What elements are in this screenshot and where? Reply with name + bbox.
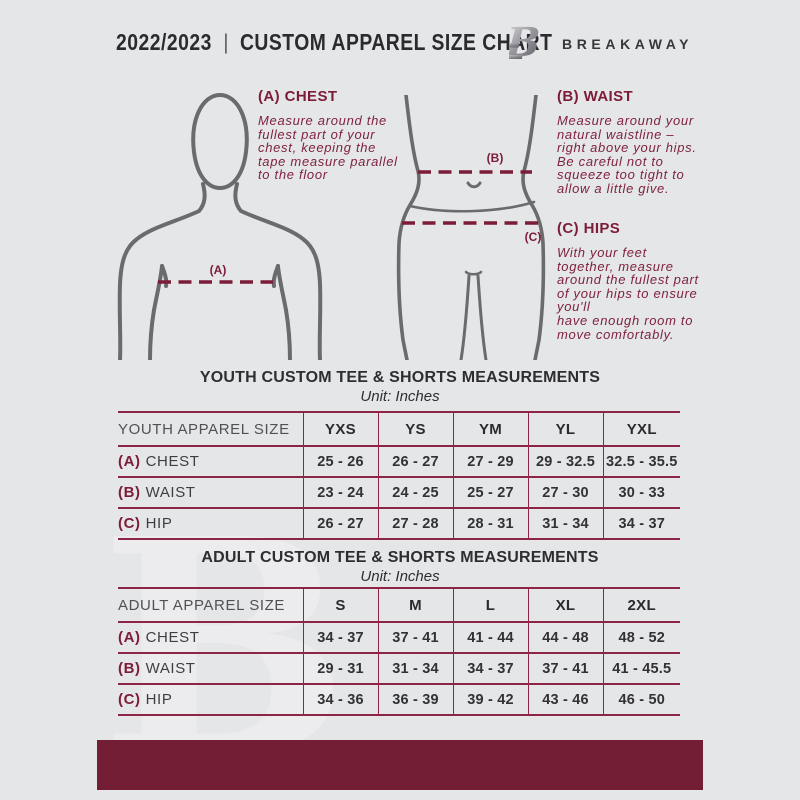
waist-guide-heading: (B) WAIST xyxy=(557,88,634,105)
adult-section-unit: Unit: Inches xyxy=(360,568,440,585)
table-row: (C) HIP 26 - 27 27 - 28 28 - 31 31 - 34 34 - 3… xyxy=(118,508,680,539)
row-marker: (A) xyxy=(118,453,141,470)
measurement-range-cell: 36 - 39 xyxy=(377,684,453,715)
size-label: M xyxy=(377,588,453,622)
chest-guide-heading: (A) CHEST xyxy=(258,88,338,105)
size-label: YL xyxy=(527,412,603,446)
hip-marker-label: (C) xyxy=(524,230,542,244)
hips-guide-text: With your feet together, measure around … xyxy=(557,245,699,342)
measurement-range-cell: 26 - 27 xyxy=(377,446,453,477)
waist-guide-text: Measure around your natural waistline – … xyxy=(557,113,697,196)
measurement-row-label: (C) HIP xyxy=(118,515,173,532)
page-title: CUSTOM APPAREL SIZE CHART xyxy=(239,29,553,55)
youth-size-table: YOUTH APPAREL SIZE YXS YS YM YL YXL (A) CHEST 25… xyxy=(118,411,680,540)
youth-section-title: YOUTH CUSTOM TEE & SHORTS MEASUREMENTS xyxy=(199,369,601,386)
youth-section-unit: Unit: Inches xyxy=(360,388,440,405)
size-label: 2XL xyxy=(602,588,680,622)
brand-logo-icon: B xyxy=(509,19,546,64)
brand-name: BREAKAWAY xyxy=(562,36,694,52)
measurement-range-cell: 43 - 46 xyxy=(527,684,603,715)
measurement-range-cell: 41 - 44 xyxy=(452,622,528,653)
measurement-range-cell: 25 - 26 xyxy=(302,446,378,477)
measurement-row-label: (A) CHEST xyxy=(118,629,200,646)
adult-section-title: ADULT CUSTOM TEE & SHORTS MEASUREMENTS xyxy=(201,549,599,566)
row-marker: (A) xyxy=(118,629,141,646)
measurement-range-cell: 34 - 37 xyxy=(452,653,528,684)
measurement-range-cell: 32.5 - 35.5 xyxy=(602,446,680,477)
table-row: (A) CHEST 25 - 26 26 - 27 27 - 29 29 - 32.5 32… xyxy=(118,446,680,477)
chest-guide-text: Measure around the fullest part of your … xyxy=(258,113,398,183)
hips-guide-heading: (C) HIPS xyxy=(557,220,621,237)
size-label: YXL xyxy=(602,412,680,446)
season-label: 2022/2023 xyxy=(116,29,212,55)
size-column-header: ADULT APPAREL SIZE xyxy=(118,596,285,614)
measurement-range-cell: 41 - 45.5 xyxy=(602,653,680,684)
measurement-range-cell: 29 - 32.5 xyxy=(527,446,603,477)
measurement-range-cell: 37 - 41 xyxy=(377,622,453,653)
size-label: L xyxy=(452,588,528,622)
waist-hip-figure-illustration xyxy=(396,95,546,360)
measurement-row-label: (B) WAIST xyxy=(118,660,196,677)
size-column-header: YOUTH APPAREL SIZE xyxy=(118,420,290,438)
size-label: XL xyxy=(527,588,603,622)
measurement-range-cell: 27 - 29 xyxy=(452,446,528,477)
header-separator: | xyxy=(223,30,229,54)
waist-guide-block: (B) WAIST Measure around your natural wa… xyxy=(557,88,757,196)
measurement-range-cell: 30 - 33 xyxy=(602,477,680,508)
size-label: S xyxy=(302,588,378,622)
waist-marker-label: (B) xyxy=(486,151,504,165)
page-header: 2022/2023 | CUSTOM APPAREL SIZE CHART xyxy=(116,29,552,56)
chest-guide-block: (A) CHEST Measure around the fullest par… xyxy=(258,88,448,182)
size-label: YXS xyxy=(302,412,378,446)
measurement-range-cell: 25 - 27 xyxy=(452,477,528,508)
footer-accent-bar xyxy=(97,740,703,790)
measurement-range-cell: 37 - 41 xyxy=(527,653,603,684)
row-marker: (B) xyxy=(118,484,141,501)
chest-figure-illustration xyxy=(117,92,323,360)
measurement-row-label: (B) WAIST xyxy=(118,484,196,501)
measurement-range-cell: 44 - 48 xyxy=(527,622,603,653)
measurement-range-cell: 31 - 34 xyxy=(527,508,603,539)
size-label: YS xyxy=(377,412,453,446)
table-row: (B) WAIST 29 - 31 31 - 34 34 - 37 37 - 41 41 -… xyxy=(118,653,680,684)
row-marker: (C) xyxy=(118,515,141,532)
measurement-range-cell: 23 - 24 xyxy=(302,477,378,508)
measurement-row-label: (C) HIP xyxy=(118,691,173,708)
measurement-range-cell: 46 - 50 xyxy=(602,684,680,715)
row-marker: (C) xyxy=(118,691,141,708)
measurement-range-cell: 39 - 42 xyxy=(452,684,528,715)
measurement-range-cell: 27 - 30 xyxy=(527,477,603,508)
brand-logo-group: B BREAKAWAY xyxy=(509,18,693,64)
table-row: (C) HIP 34 - 36 36 - 39 39 - 42 43 - 46 46 - 5… xyxy=(118,684,680,715)
measurement-range-cell: 31 - 34 xyxy=(377,653,453,684)
measurement-range-cell: 48 - 52 xyxy=(602,622,680,653)
measurement-range-cell: 34 - 36 xyxy=(302,684,378,715)
measurement-range-cell: 24 - 25 xyxy=(377,477,453,508)
table-row: (B) WAIST 23 - 24 24 - 25 25 - 27 27 - 30 30 -… xyxy=(118,477,680,508)
hips-guide-block: (C) HIPS With your feet together, measur… xyxy=(557,220,757,341)
chest-marker-label: (A) xyxy=(209,263,227,277)
measurement-range-cell: 26 - 27 xyxy=(302,508,378,539)
measurement-range-cell: 34 - 37 xyxy=(602,508,680,539)
table-row: (A) CHEST 34 - 37 37 - 41 41 - 44 44 - 48 48 -… xyxy=(118,622,680,653)
measurement-range-cell: 27 - 28 xyxy=(377,508,453,539)
measurement-row-label: (A) CHEST xyxy=(118,453,200,470)
measurement-range-cell: 29 - 31 xyxy=(302,653,378,684)
adult-size-table: ADULT APPAREL SIZE S M L XL 2XL (A) CHEST 34 - 3… xyxy=(118,587,680,716)
measurement-range-cell: 28 - 31 xyxy=(452,508,528,539)
size-label: YM xyxy=(452,412,528,446)
measurement-range-cell: 34 - 37 xyxy=(302,622,378,653)
row-marker: (B) xyxy=(118,660,141,677)
